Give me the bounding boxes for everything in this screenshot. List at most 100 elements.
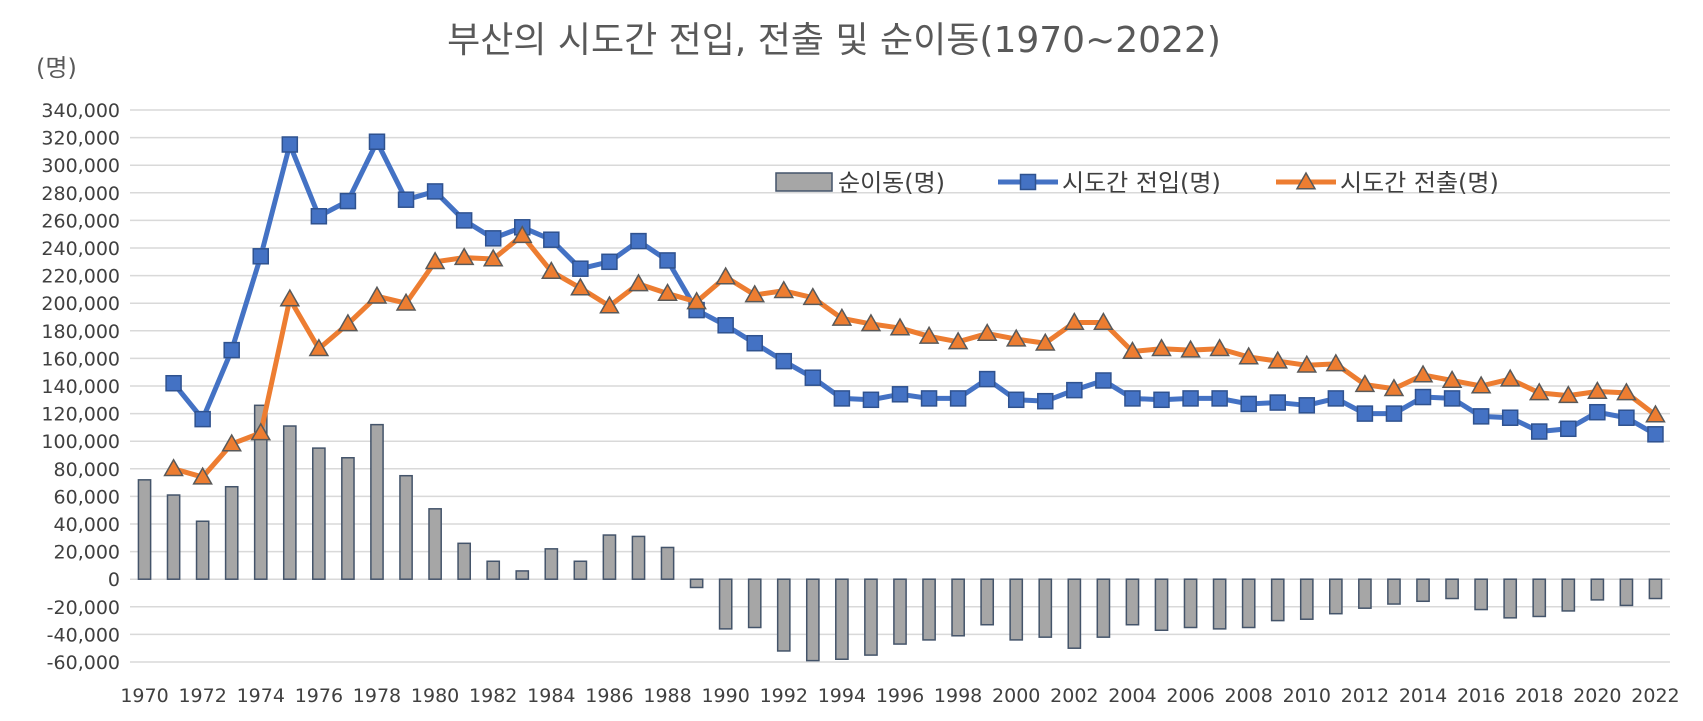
- y-tick-label: 220,000: [41, 266, 120, 288]
- bar-net-migration-1992: [776, 578, 791, 652]
- bar-net-migration-1990: [718, 578, 733, 630]
- bar-net-migration-1982: [486, 560, 501, 580]
- point-out-migration-2016: [1470, 375, 1492, 394]
- point-out-migration-1979: [395, 292, 417, 311]
- point-out-migration-1992: [773, 280, 795, 299]
- point-in-migration-1975: [281, 136, 299, 153]
- point-in-migration-2009: [1269, 394, 1286, 411]
- bar-net-migration-2011: [1328, 578, 1343, 615]
- x-tick-label: 1986: [585, 685, 633, 707]
- x-tick-label: 1984: [527, 685, 575, 707]
- x-tick-label: 1976: [295, 685, 343, 707]
- point-out-migration-2020: [1587, 381, 1608, 400]
- point-in-migration-2016: [1472, 408, 1490, 425]
- bar-net-migration-1993: [805, 578, 820, 662]
- bar-net-migration-2005: [1154, 578, 1169, 632]
- bar-net-migration-2002: [1067, 578, 1082, 649]
- bar-net-migration-2017: [1503, 578, 1518, 619]
- bar-net-migration-1978: [370, 423, 384, 580]
- point-out-migration-1993: [802, 287, 824, 306]
- point-out-migration-1997: [918, 325, 940, 344]
- x-tick-label: 1998: [934, 685, 982, 707]
- bar-net-migration-2018: [1532, 578, 1547, 618]
- legend-label-in-migration: 시도간 전입(명): [1062, 169, 1221, 197]
- point-in-migration-1986: [601, 253, 618, 271]
- point-in-migration-1998: [949, 390, 967, 407]
- point-in-migration-2003: [1095, 372, 1112, 389]
- point-out-migration-2002: [1064, 312, 1085, 331]
- legend-swatch-net-migration: [775, 172, 833, 192]
- point-out-migration-1996: [889, 317, 911, 336]
- point-in-migration-2010: [1298, 397, 1316, 414]
- bar-net-migration-1998: [951, 578, 965, 637]
- point-out-migration-2007: [1209, 338, 1230, 357]
- bar-net-migration-2015: [1445, 578, 1459, 600]
- point-in-migration-2019: [1560, 420, 1577, 438]
- bar-net-migration-1986: [602, 534, 617, 580]
- bar-net-migration-2014: [1416, 578, 1430, 603]
- bar-net-migration-1997: [922, 578, 936, 641]
- y-tick-label: 20,000: [54, 542, 120, 564]
- bar-net-migration-2022: [1648, 578, 1663, 600]
- y-tick-label: 180,000: [41, 321, 120, 343]
- bar-net-migration-1991: [747, 578, 762, 629]
- point-in-migration-1991: [746, 334, 763, 352]
- point-in-migration-1973: [223, 341, 240, 359]
- y-tick-label: 100,000: [41, 431, 120, 453]
- bar-net-migration-1972: [195, 520, 210, 580]
- x-tick-label: 1978: [353, 685, 401, 707]
- x-tick-label: 1994: [818, 685, 866, 707]
- bar-net-migration-2020: [1590, 578, 1605, 601]
- x-tick-label: 1996: [876, 685, 924, 707]
- y-tick-label: 40,000: [54, 514, 120, 536]
- bar-net-migration-1975: [282, 425, 297, 580]
- x-tick-label: 2004: [1108, 685, 1156, 707]
- x-tick-label: 2000: [992, 685, 1040, 707]
- point-out-migration-2000: [1005, 328, 1027, 347]
- bar-net-migration-2008: [1241, 578, 1256, 629]
- point-in-migration-2015: [1443, 390, 1461, 407]
- y-tick-label: -60,000: [47, 652, 120, 674]
- bar-net-migration-1983: [515, 570, 530, 580]
- bar-net-migration-2019: [1561, 578, 1576, 612]
- point-in-migration-1984: [543, 231, 560, 248]
- bar-net-migration-2010: [1299, 578, 1314, 620]
- point-in-migration-2011: [1327, 390, 1345, 407]
- point-in-migration-1971: [165, 374, 182, 392]
- bar-net-migration-2006: [1183, 578, 1198, 629]
- legend-marker-in-migration: [1019, 173, 1037, 191]
- x-tick-label: 1980: [411, 685, 459, 707]
- point-in-migration-1974: [252, 248, 270, 265]
- point-out-migration-1998: [947, 331, 969, 350]
- y-tick-label: 160,000: [41, 348, 120, 370]
- point-in-migration-2000: [1007, 391, 1025, 409]
- bar-net-migration-2000: [1009, 578, 1024, 641]
- point-out-migration-2005: [1151, 338, 1172, 357]
- bar-net-migration-1979: [399, 474, 413, 580]
- y-tick-label: 140,000: [41, 376, 120, 398]
- point-out-migration-1986: [599, 295, 620, 314]
- bar-net-migration-1976: [312, 447, 326, 580]
- point-out-migration-1977: [337, 313, 359, 332]
- point-out-migration-1991: [744, 284, 766, 303]
- point-in-migration-1999: [978, 370, 996, 388]
- bar-net-migration-2013: [1387, 578, 1401, 605]
- x-tick-label: 2006: [1166, 685, 1214, 707]
- bar-net-migration-2007: [1212, 578, 1227, 630]
- point-in-migration-1979: [397, 191, 415, 208]
- point-in-migration-2001: [1037, 392, 1054, 410]
- point-in-migration-2008: [1240, 395, 1257, 413]
- x-tick-label: 2020: [1573, 685, 1621, 707]
- point-in-migration-2021: [1618, 409, 1635, 426]
- x-tick-label: 2022: [1631, 685, 1679, 707]
- point-in-migration-2020: [1589, 403, 1606, 421]
- point-in-migration-1990: [717, 317, 734, 334]
- y-tick-label: 200,000: [41, 293, 120, 315]
- point-in-migration-2012: [1356, 405, 1374, 422]
- y-tick-label: 280,000: [41, 183, 120, 205]
- point-in-migration-2018: [1530, 423, 1548, 440]
- y-tick-label: 60,000: [54, 486, 120, 508]
- point-in-migration-1982: [484, 230, 502, 247]
- bar-net-migration-2021: [1619, 578, 1634, 607]
